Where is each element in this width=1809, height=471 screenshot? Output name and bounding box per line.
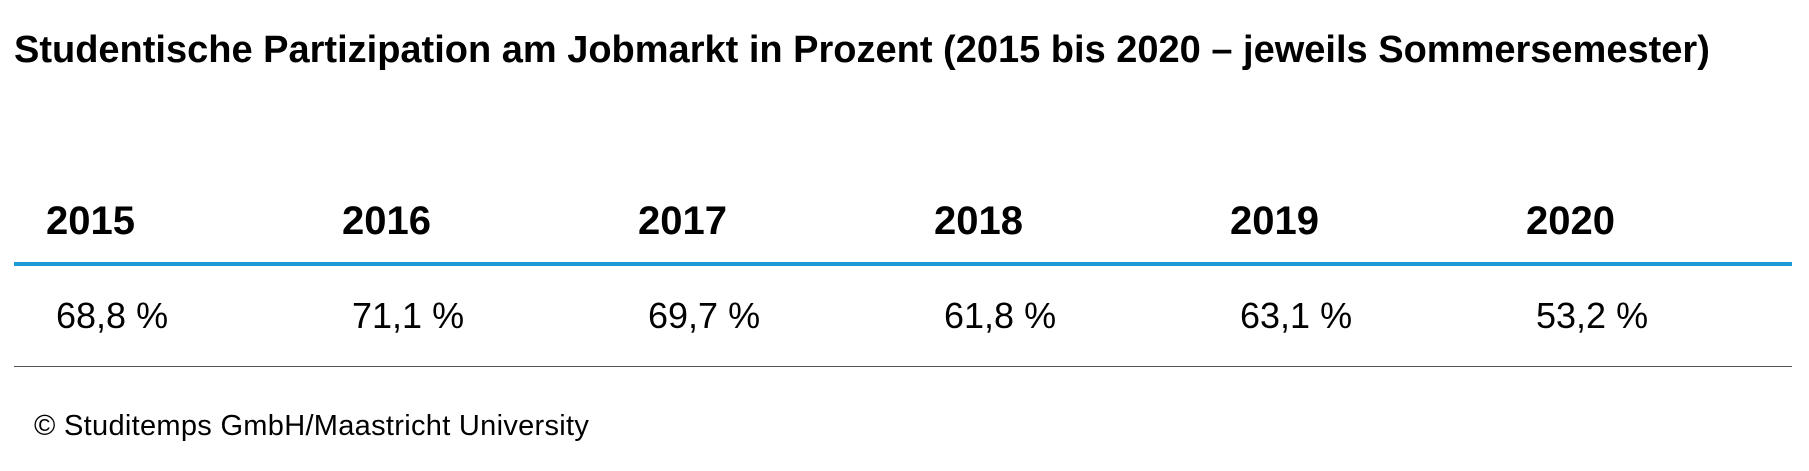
value-cell-2017: 69,7 %	[648, 295, 761, 336]
value-cell-2015: 68,8 %	[56, 295, 169, 336]
source-credit: © Studitemps GmbH/Maastricht University	[34, 410, 590, 442]
value-cell-2019: 63,1 %	[1240, 295, 1353, 336]
year-header-2016: 2016	[342, 198, 431, 243]
header-row: 2015 2016 2017 2018 2019 2020	[14, 180, 1792, 266]
value-cell-2016: 71,1 %	[352, 295, 465, 336]
year-header-2015: 2015	[46, 198, 135, 243]
value-row: 68,8 % 71,1 % 69,7 % 61,8 % 63,1 % 53,2 …	[14, 266, 1792, 367]
year-header-2019: 2019	[1230, 198, 1319, 243]
data-table: 2015 2016 2017 2018 2019 2020 68,8 % 71,…	[14, 180, 1792, 367]
chart-title: Studentische Partizipation am Jobmarkt i…	[14, 29, 1710, 71]
value-cell-2018: 61,8 %	[944, 295, 1057, 336]
year-header-2017: 2017	[638, 198, 727, 243]
value-cell-2020: 53,2 %	[1536, 295, 1649, 336]
year-header-2020: 2020	[1526, 198, 1615, 243]
year-header-2018: 2018	[934, 198, 1023, 243]
